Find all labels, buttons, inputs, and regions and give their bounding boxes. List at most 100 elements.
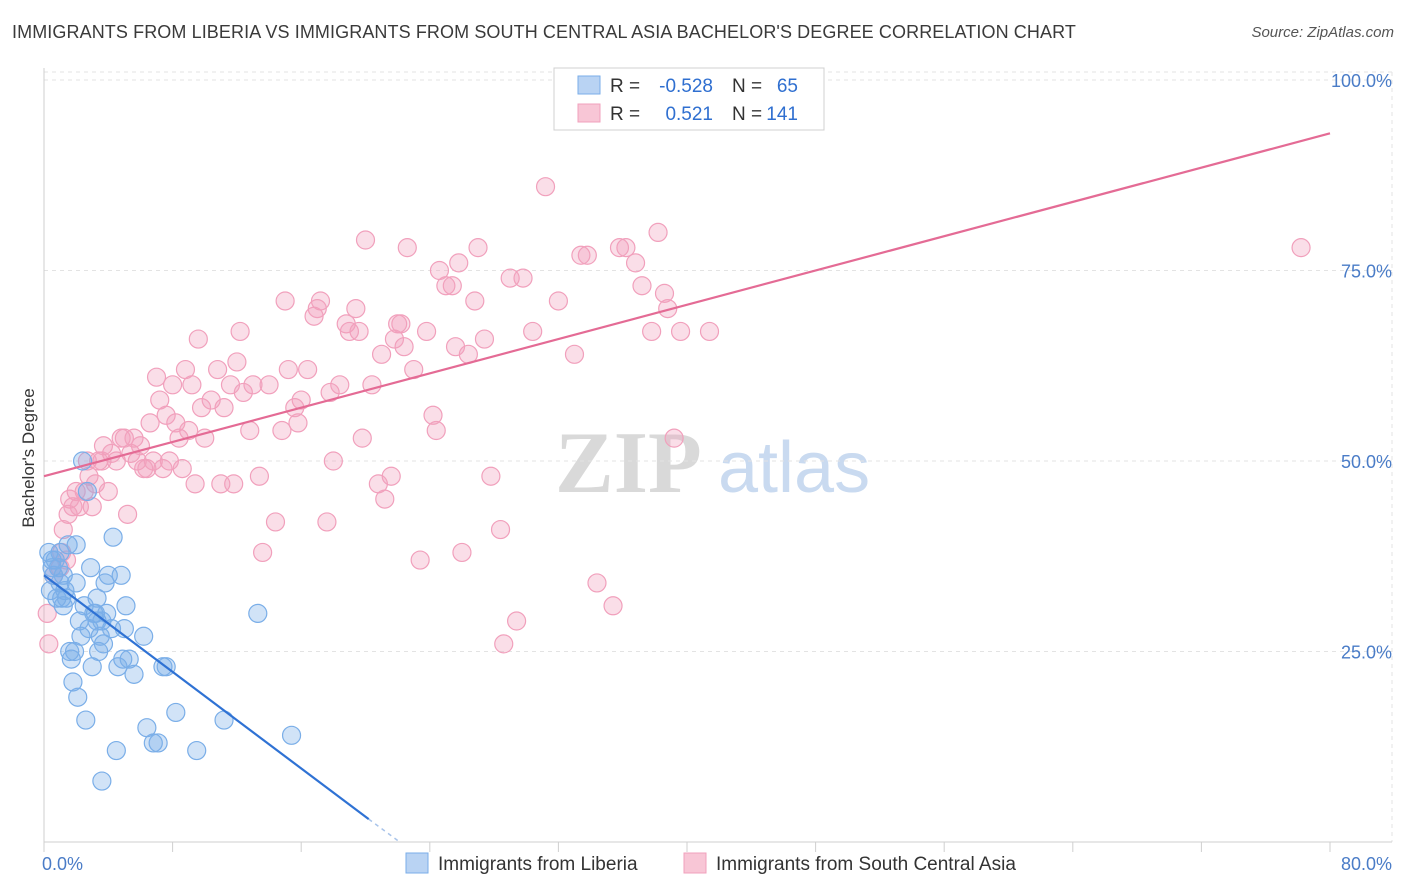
south-central-asia-point-78: [330, 375, 350, 395]
south-central-asia-point-127: [632, 276, 652, 296]
south-central-asia-point-110: [481, 466, 501, 486]
south-central-asia-point-46: [185, 474, 205, 494]
south-central-asia-point-109: [474, 329, 495, 349]
south-central-asia-point-48: [191, 398, 212, 418]
south-central-asia-point-111: [490, 519, 511, 540]
south-central-asia-point-71: [298, 359, 318, 380]
south-central-asia-point-77: [323, 451, 343, 471]
south-central-asia-point-135: [1291, 238, 1311, 258]
south-central-asia-point-60: [243, 375, 263, 395]
south-central-asia-point-39: [163, 375, 183, 395]
chart-source: Source: ZipAtlas.com: [1251, 24, 1394, 41]
south-central-asia-point-129: [648, 222, 668, 242]
grid: [44, 71, 1393, 842]
south-central-asia-point-0: [37, 603, 57, 624]
south-central-asia-point-133: [670, 321, 691, 342]
south-central-asia-point-15: [82, 497, 102, 517]
south-central-asia-point-34: [146, 367, 167, 387]
liberia-point-10: [60, 641, 80, 662]
south-central-asia-point-56: [227, 352, 247, 372]
south-central-asia-point-36: [153, 459, 173, 479]
south-central-asia-point-87: [371, 344, 392, 364]
x-tick-labels: 0.0% 80.0%: [42, 854, 1392, 874]
south-central-asia-point-120: [571, 245, 591, 265]
liberia-point-48: [214, 710, 234, 730]
south-central-asia-point-84: [355, 230, 376, 250]
liberia-point-15: [68, 687, 88, 707]
south-central-asia-point-66: [275, 291, 295, 311]
legend-n-label-south-central-asia: N =: [732, 104, 762, 125]
trend-line-liberia: [43, 574, 370, 821]
liberia-point-54: [81, 558, 101, 578]
liberia-point-61: [124, 664, 144, 684]
liberia-point-25: [87, 588, 107, 608]
y-tick-label-2: 75.0%: [1341, 262, 1392, 282]
legend-n-label-liberia: N =: [732, 76, 762, 97]
y-tick-labels: 25.0% 50.0% 75.0% 100.0%: [1331, 71, 1392, 663]
south-central-asia-point-62: [253, 542, 273, 563]
south-central-asia-point-32: [140, 413, 160, 433]
bottom-legend-label-liberia: Immigrants from Liberia: [438, 854, 638, 875]
south-central-asia-point-94: [397, 238, 417, 258]
south-central-asia-point-101: [436, 276, 456, 296]
south-central-asia-point-63: [259, 375, 279, 395]
south-central-asia-point-70: [291, 390, 311, 410]
south-central-asia-point-58: [233, 382, 253, 403]
south-central-asia-point-80: [339, 321, 360, 342]
liberia-point-47: [187, 740, 207, 761]
south-central-asia-point-88: [375, 489, 395, 509]
south-central-asia-point-51: [208, 359, 228, 380]
liberia-point-50: [281, 725, 302, 745]
south-central-asia-point-75: [317, 512, 337, 532]
south-central-asia-point-67: [278, 359, 298, 380]
liberia-point-46: [166, 702, 186, 723]
south-central-asia-point-65: [272, 420, 292, 441]
liberia-point-3: [47, 588, 67, 608]
south-central-asia-point-82: [349, 321, 369, 342]
legend-n-value-liberia: 65: [777, 76, 798, 97]
south-central-asia-point-118: [548, 291, 569, 311]
liberia-point-12: [63, 672, 83, 692]
liberia-point-20: [77, 481, 98, 502]
south-central-asia-point-134: [699, 321, 720, 342]
liberia-point-63: [64, 641, 85, 662]
south-central-asia-point-5: [53, 519, 73, 540]
liberia-point-40: [134, 626, 154, 646]
south-central-asia-point-83: [352, 428, 372, 448]
south-central-asia-point-1: [39, 634, 59, 654]
south-central-asia-point-9: [63, 497, 83, 517]
liberia-point-19: [76, 710, 96, 730]
south-central-asia-point-89: [381, 466, 401, 486]
south-central-asia-point-74: [310, 291, 331, 311]
legend-r-value-liberia: -0.528: [659, 76, 713, 97]
south-central-asia-point-108: [468, 238, 488, 258]
x-tick-label-0: 0.0%: [42, 854, 83, 874]
south-central-asia-point-124: [609, 238, 630, 258]
south-central-asia-point-61: [249, 466, 270, 486]
south-central-asia-point-42: [172, 459, 192, 479]
south-central-asia-point-37: [156, 405, 176, 425]
south-central-asia-point-44: [179, 420, 199, 441]
south-central-asia-point-126: [625, 253, 646, 273]
bottom-legend-label-south-central-asia: Immigrants from South Central Asia: [716, 854, 1016, 875]
trend-lines: [43, 132, 1331, 842]
legend-r-label-liberia: R =: [610, 76, 640, 97]
liberia-point-13: [66, 535, 86, 555]
chart-title: IMMIGRANTS FROM LIBERIA VS IMMIGRANTS FR…: [12, 22, 1076, 42]
bottom-legend-swatch-liberia: [405, 852, 429, 874]
south-central-asia-point-130: [654, 283, 675, 303]
legend-n-value-south-central-asia: 141: [766, 104, 798, 125]
y-axis-label: Bachelor's Degree: [19, 388, 38, 527]
liberia-point-36: [111, 565, 131, 585]
trend-line-liberia-extension: [368, 818, 399, 842]
south-central-asia-point-53: [214, 398, 234, 418]
south-central-asia-point-57: [230, 321, 250, 342]
south-central-asia-point-25: [117, 504, 138, 524]
south-central-asia-point-115: [513, 268, 533, 288]
south-central-asia-point-132: [664, 428, 684, 448]
south-central-asia-point-99: [426, 420, 446, 441]
south-central-asia-point-107: [465, 291, 485, 311]
south-central-asia-point-102: [442, 276, 462, 296]
south-central-asia-point-123: [603, 596, 623, 616]
